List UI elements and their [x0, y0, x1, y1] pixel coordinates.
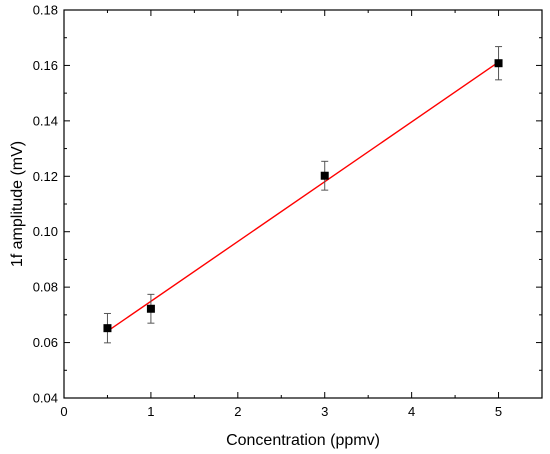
y-axis: 0.04 0.06 0.08 0.10 0.12 0.14 0.16 0.18 — [33, 3, 542, 406]
y-tick-label: 0.06 — [33, 335, 58, 350]
x-tick-label: 0 — [60, 404, 67, 419]
x-tick-label: 2 — [234, 404, 241, 419]
data-point-group — [320, 160, 329, 191]
data-point-group — [146, 293, 155, 324]
y-tick-label: 0.08 — [33, 280, 58, 295]
y-tick-label: 0.12 — [33, 169, 58, 184]
x-tick-label: 1 — [147, 404, 154, 419]
y-axis-title: 1f amplitude (mV) — [9, 141, 26, 267]
data-point — [146, 304, 155, 313]
x-tick-label: 5 — [495, 404, 502, 419]
x-tick-label: 3 — [321, 404, 328, 419]
x-axis-title: Concentration (ppmv) — [226, 432, 380, 449]
x-axis: 0 1 2 3 4 5 — [60, 10, 543, 419]
y-tick-label: 0.14 — [33, 113, 58, 128]
data-point — [320, 171, 329, 180]
plot-frame — [63, 9, 543, 399]
data-point — [103, 324, 112, 333]
data-point — [494, 59, 503, 68]
y-tick-label: 0.16 — [33, 58, 58, 73]
y-tick-label: 0.04 — [33, 391, 58, 406]
data-point-group — [494, 46, 503, 81]
fit-line-group — [107, 61, 499, 332]
y-tick-label: 0.10 — [33, 224, 58, 239]
x-tick-label: 4 — [408, 404, 415, 419]
data-point-group — [103, 312, 112, 344]
data-points — [103, 46, 503, 344]
fit-line — [107, 61, 499, 332]
y-tick-label: 0.18 — [33, 3, 58, 18]
